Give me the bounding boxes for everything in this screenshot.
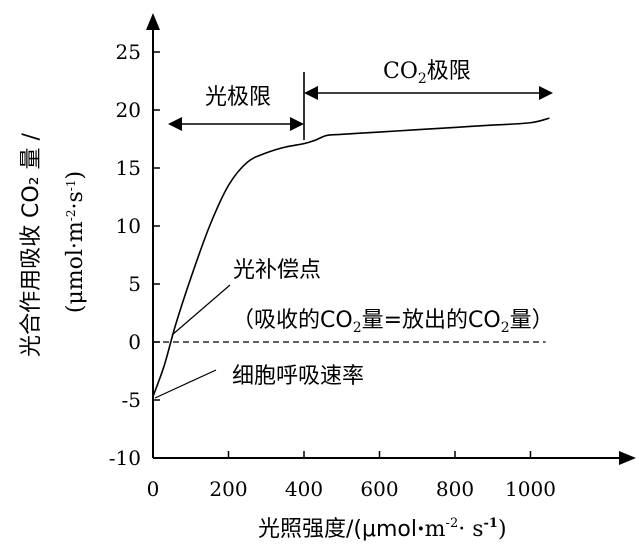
respiration-leader-line [154, 369, 217, 399]
x-tick-label: 200 [209, 477, 247, 501]
x-ticks-group: 0 200 400 600 800 1000 [147, 451, 556, 501]
y-tick-label: 25 [116, 40, 141, 64]
respiration-rate-label: 细胞呼吸速率 [232, 364, 364, 389]
x-axis-label: 光照强度/(μmol·m-2· s-1) [258, 516, 507, 542]
y-tick-label: 0 [128, 330, 141, 354]
y-axis-label-line1: 光合作用吸收 CO₂ 量 / [19, 132, 44, 356]
y-ticks-group: -10 -5 0 5 10 15 20 25 [109, 40, 160, 470]
light-limit-arrow [168, 117, 304, 131]
co2-limit-arrow [304, 86, 553, 100]
x-tick-label: 400 [285, 477, 323, 501]
co2-limit-label: CO2极限 [383, 59, 471, 87]
compensation-point-label: 光补偿点 [233, 258, 321, 283]
compensation-note-label: （吸收的CO2量=放出的CO2量） [232, 308, 554, 336]
x-tick-label: 0 [147, 477, 160, 501]
x-tick-label: 600 [360, 477, 398, 501]
y-axis-arrow [146, 13, 160, 30]
photosynthesis-curve [152, 117, 550, 397]
y-tick-label: 10 [116, 214, 141, 238]
x-tick-label: 800 [436, 477, 474, 501]
y-tick-label: -5 [122, 388, 141, 412]
light-limit-label: 光极限 [205, 85, 271, 110]
y-tick-label: 15 [116, 156, 141, 180]
y-tick-label: -10 [109, 446, 141, 470]
x-tick-label: 1000 [505, 477, 556, 501]
x-axis-arrow [619, 451, 636, 465]
y-axis-label-line2: (μmol·m-2·s-1) [63, 171, 88, 313]
y-tick-label: 20 [116, 98, 141, 122]
compensation-leader-line [171, 284, 231, 336]
y-tick-label: 5 [128, 272, 141, 296]
